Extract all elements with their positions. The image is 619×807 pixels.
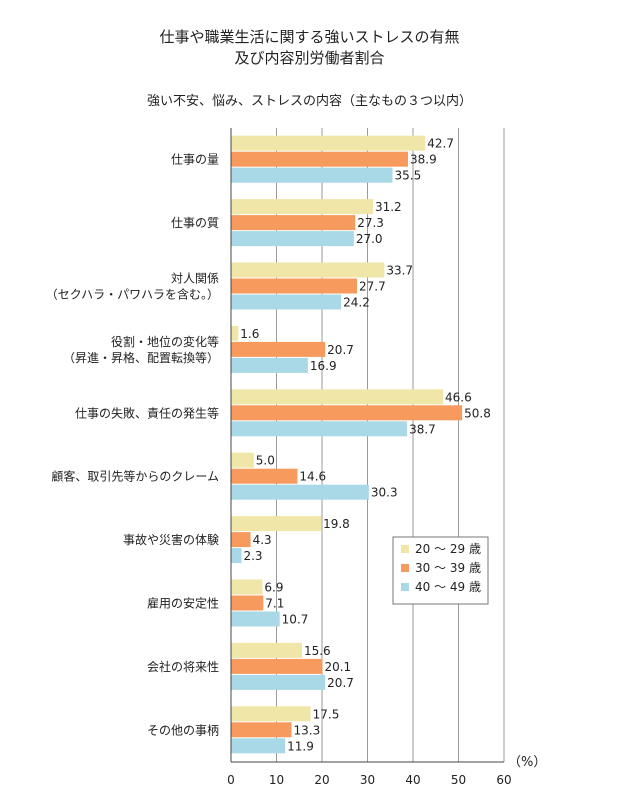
value-label-6-1: 4.3 <box>253 533 272 547</box>
value-label-6-0: 19.8 <box>323 517 350 531</box>
value-label-4-0: 46.6 <box>445 390 472 404</box>
value-label-2-2: 24.2 <box>343 296 370 310</box>
bar-3-1 <box>231 341 326 357</box>
bar-9-2 <box>231 738 286 754</box>
bar-6-0 <box>231 516 322 532</box>
bar-5-0 <box>231 452 254 468</box>
x-tick-label-60: 60 <box>496 773 511 787</box>
value-label-3-1: 20.7 <box>327 343 354 357</box>
x-tick-label-50: 50 <box>451 773 466 787</box>
category-label-2: 対人関係 <box>171 272 219 286</box>
value-label-6-2: 2.3 <box>243 549 262 563</box>
value-label-8-1: 20.1 <box>324 660 351 674</box>
legend-entry-1: 30 〜 39 歳 <box>415 561 481 575</box>
value-label-0-0: 42.7 <box>427 137 454 151</box>
value-label-8-0: 15.6 <box>304 644 331 658</box>
category-label-3-line2: （昇進・昇格、配置転換等） <box>63 350 219 365</box>
bar-6-2 <box>231 548 242 564</box>
category-label-6: 事故や災害の体験 <box>123 532 219 547</box>
category-label-4: 仕事の失敗、責任の発生等 <box>75 405 219 420</box>
value-label-0-1: 38.9 <box>410 153 437 167</box>
bar-4-2 <box>231 421 408 437</box>
x-tick-label-20: 20 <box>314 773 329 787</box>
unit-label: （%） <box>508 755 546 770</box>
legend-swatch-0 <box>401 545 409 553</box>
bar-1-1 <box>231 215 356 231</box>
bar-7-1 <box>231 595 264 611</box>
value-label-9-1: 13.3 <box>294 723 321 737</box>
value-label-3-2: 16.9 <box>310 359 337 373</box>
category-label-1: 仕事の質 <box>171 215 219 230</box>
value-label-2-1: 27.7 <box>359 280 386 294</box>
value-label-7-2: 10.7 <box>282 613 309 627</box>
bar-8-0 <box>231 642 302 658</box>
bar-7-0 <box>231 579 263 595</box>
category-label-2-line2: （セクハラ・パワハラを含む。） <box>46 287 219 302</box>
category-label-9: その他の事柄 <box>147 723 219 737</box>
value-label-0-2: 35.5 <box>395 169 422 183</box>
value-label-5-1: 14.6 <box>299 470 326 484</box>
bar-2-1 <box>231 278 358 294</box>
value-label-5-2: 30.3 <box>371 486 398 500</box>
bar-7-2 <box>231 611 280 627</box>
bar-5-2 <box>231 484 369 500</box>
value-label-5-0: 5.0 <box>256 454 275 468</box>
bar-1-0 <box>231 199 373 215</box>
bar-3-2 <box>231 357 308 373</box>
bar-6-1 <box>231 532 251 548</box>
bar-3-0 <box>231 325 239 341</box>
x-tick-label-0: 0 <box>227 773 235 787</box>
value-label-1-2: 27.0 <box>356 232 383 246</box>
chart-title-line1: 仕事や職業生活に関する強いストレスの有無 <box>159 28 460 46</box>
value-label-1-0: 31.2 <box>375 200 402 214</box>
value-label-4-2: 38.7 <box>409 422 436 436</box>
legend-swatch-2 <box>401 583 409 591</box>
value-label-1-1: 27.3 <box>357 216 384 230</box>
category-label-5: 顧客、取引先等からのクレーム <box>51 469 219 484</box>
bar-9-1 <box>231 722 292 738</box>
x-tick-label-40: 40 <box>405 773 420 787</box>
bar-4-1 <box>231 405 463 421</box>
category-label-8: 会社の将来性 <box>147 659 219 674</box>
legend-swatch-1 <box>401 564 409 572</box>
category-label-7: 雇用の安定性 <box>147 596 219 611</box>
value-label-8-2: 20.7 <box>327 676 354 690</box>
legend-entry-2: 40 〜 49 歳 <box>415 580 481 594</box>
chart-subtitle: 強い不安、悩み、ストレスの内容（主なもの３つ以内） <box>146 94 472 109</box>
x-tick-label-30: 30 <box>360 773 375 787</box>
value-label-2-0: 33.7 <box>386 264 413 278</box>
value-label-3-0: 1.6 <box>240 327 259 341</box>
bar-1-2 <box>231 231 354 247</box>
chart-title-line2: 及び内容別労働者割合 <box>234 49 385 67</box>
value-label-7-1: 7.1 <box>265 597 284 611</box>
bar-4-0 <box>231 389 444 405</box>
category-label-3: 役割・地位の変化等 <box>111 334 219 349</box>
bar-5-1 <box>231 468 298 484</box>
legend-entry-0: 20 〜 29 歳 <box>415 542 481 556</box>
bar-2-0 <box>231 262 385 278</box>
bar-2-2 <box>231 294 342 310</box>
x-tick-label-10: 10 <box>269 773 284 787</box>
value-label-9-0: 17.5 <box>313 707 340 721</box>
bar-9-0 <box>231 706 311 722</box>
category-label-0: 仕事の量 <box>171 153 219 167</box>
bar-0-2 <box>231 167 393 183</box>
bar-8-2 <box>231 674 326 690</box>
value-label-7-0: 6.9 <box>264 581 283 595</box>
bar-0-0 <box>231 135 426 151</box>
bar-0-1 <box>231 151 408 167</box>
value-label-4-1: 50.8 <box>464 406 491 420</box>
bar-8-1 <box>231 658 323 674</box>
value-label-9-2: 11.9 <box>287 739 314 753</box>
